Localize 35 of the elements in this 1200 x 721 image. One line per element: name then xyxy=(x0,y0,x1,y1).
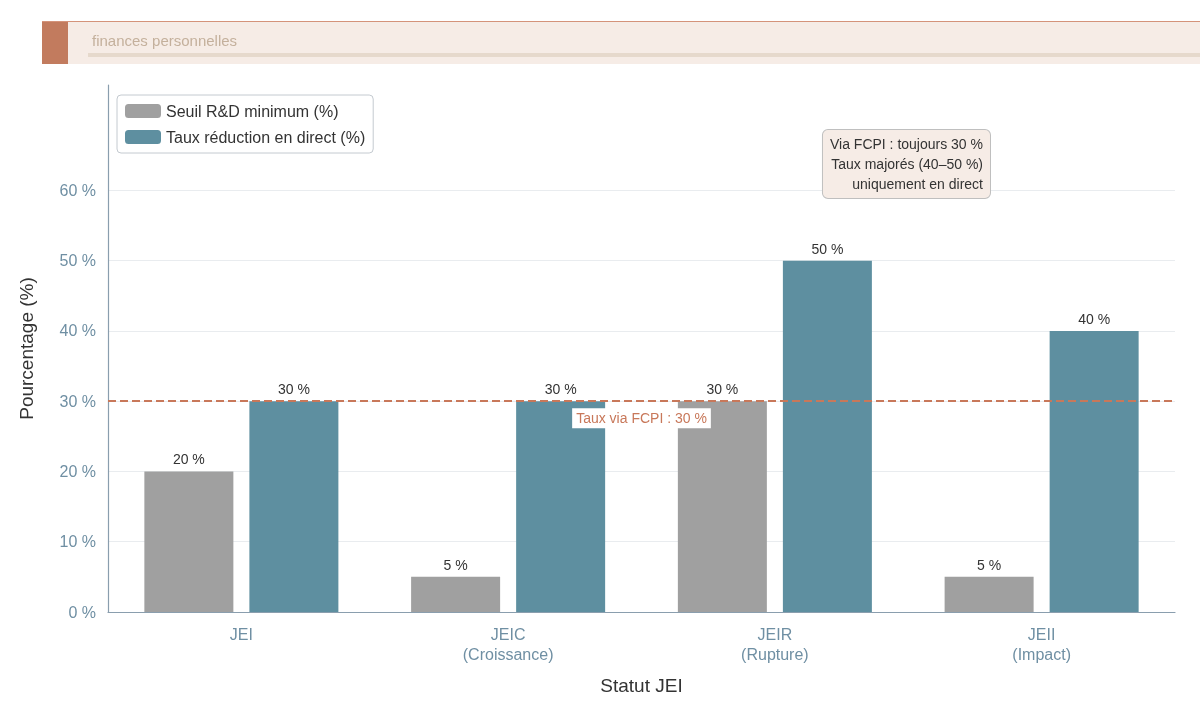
header-banner: finances personnelles xyxy=(42,21,1200,64)
ref-line-label: Taux via FCPI : 30 % xyxy=(576,410,707,427)
data-label: 40 % xyxy=(1078,310,1111,327)
annotation: Via FCPI : toujours 30 % Taux majorés (40–50 %) uniquement en direct xyxy=(829,136,984,192)
x-tick-label: JEIC (Croissance) xyxy=(462,625,554,663)
x-tick-label: JEI xyxy=(229,625,253,643)
bar xyxy=(249,401,339,612)
bar xyxy=(144,471,234,612)
legend-label: Taux réduction en direct (%) xyxy=(166,128,366,146)
y-tick-label: 20 % xyxy=(59,462,96,480)
y-tick-label: 10 % xyxy=(59,533,96,551)
bar xyxy=(516,401,606,612)
y-axis-title: Pourcentage (%) xyxy=(16,277,37,420)
y-tick-label: 0 % xyxy=(68,603,96,621)
legend-label: Seuil R&D minimum (%) xyxy=(166,102,339,120)
bar xyxy=(944,576,1034,612)
data-label: 50 % xyxy=(811,240,844,257)
bar xyxy=(411,576,501,612)
bar xyxy=(782,260,872,612)
data-label: 30 % xyxy=(277,381,310,398)
x-tick-label: JEII (Impact) xyxy=(1012,625,1071,663)
y-tick-label: 40 % xyxy=(59,322,96,340)
data-label: 30 % xyxy=(544,381,577,398)
chart-subtitle: finances personnelles xyxy=(92,32,238,49)
data-label: 5 % xyxy=(977,556,1002,573)
y-tick-label: 30 % xyxy=(59,392,96,410)
y-tick-label: 60 % xyxy=(59,181,96,199)
bar xyxy=(677,401,767,612)
x-axis-title: Statut JEI xyxy=(600,675,683,696)
bar xyxy=(1049,330,1139,612)
x-tick-label: JEIR (Rupture) xyxy=(741,625,809,663)
data-label: 30 % xyxy=(706,381,739,398)
data-label: 5 % xyxy=(443,556,468,573)
y-tick-label: 50 % xyxy=(59,252,96,270)
data-label: 20 % xyxy=(172,451,205,468)
